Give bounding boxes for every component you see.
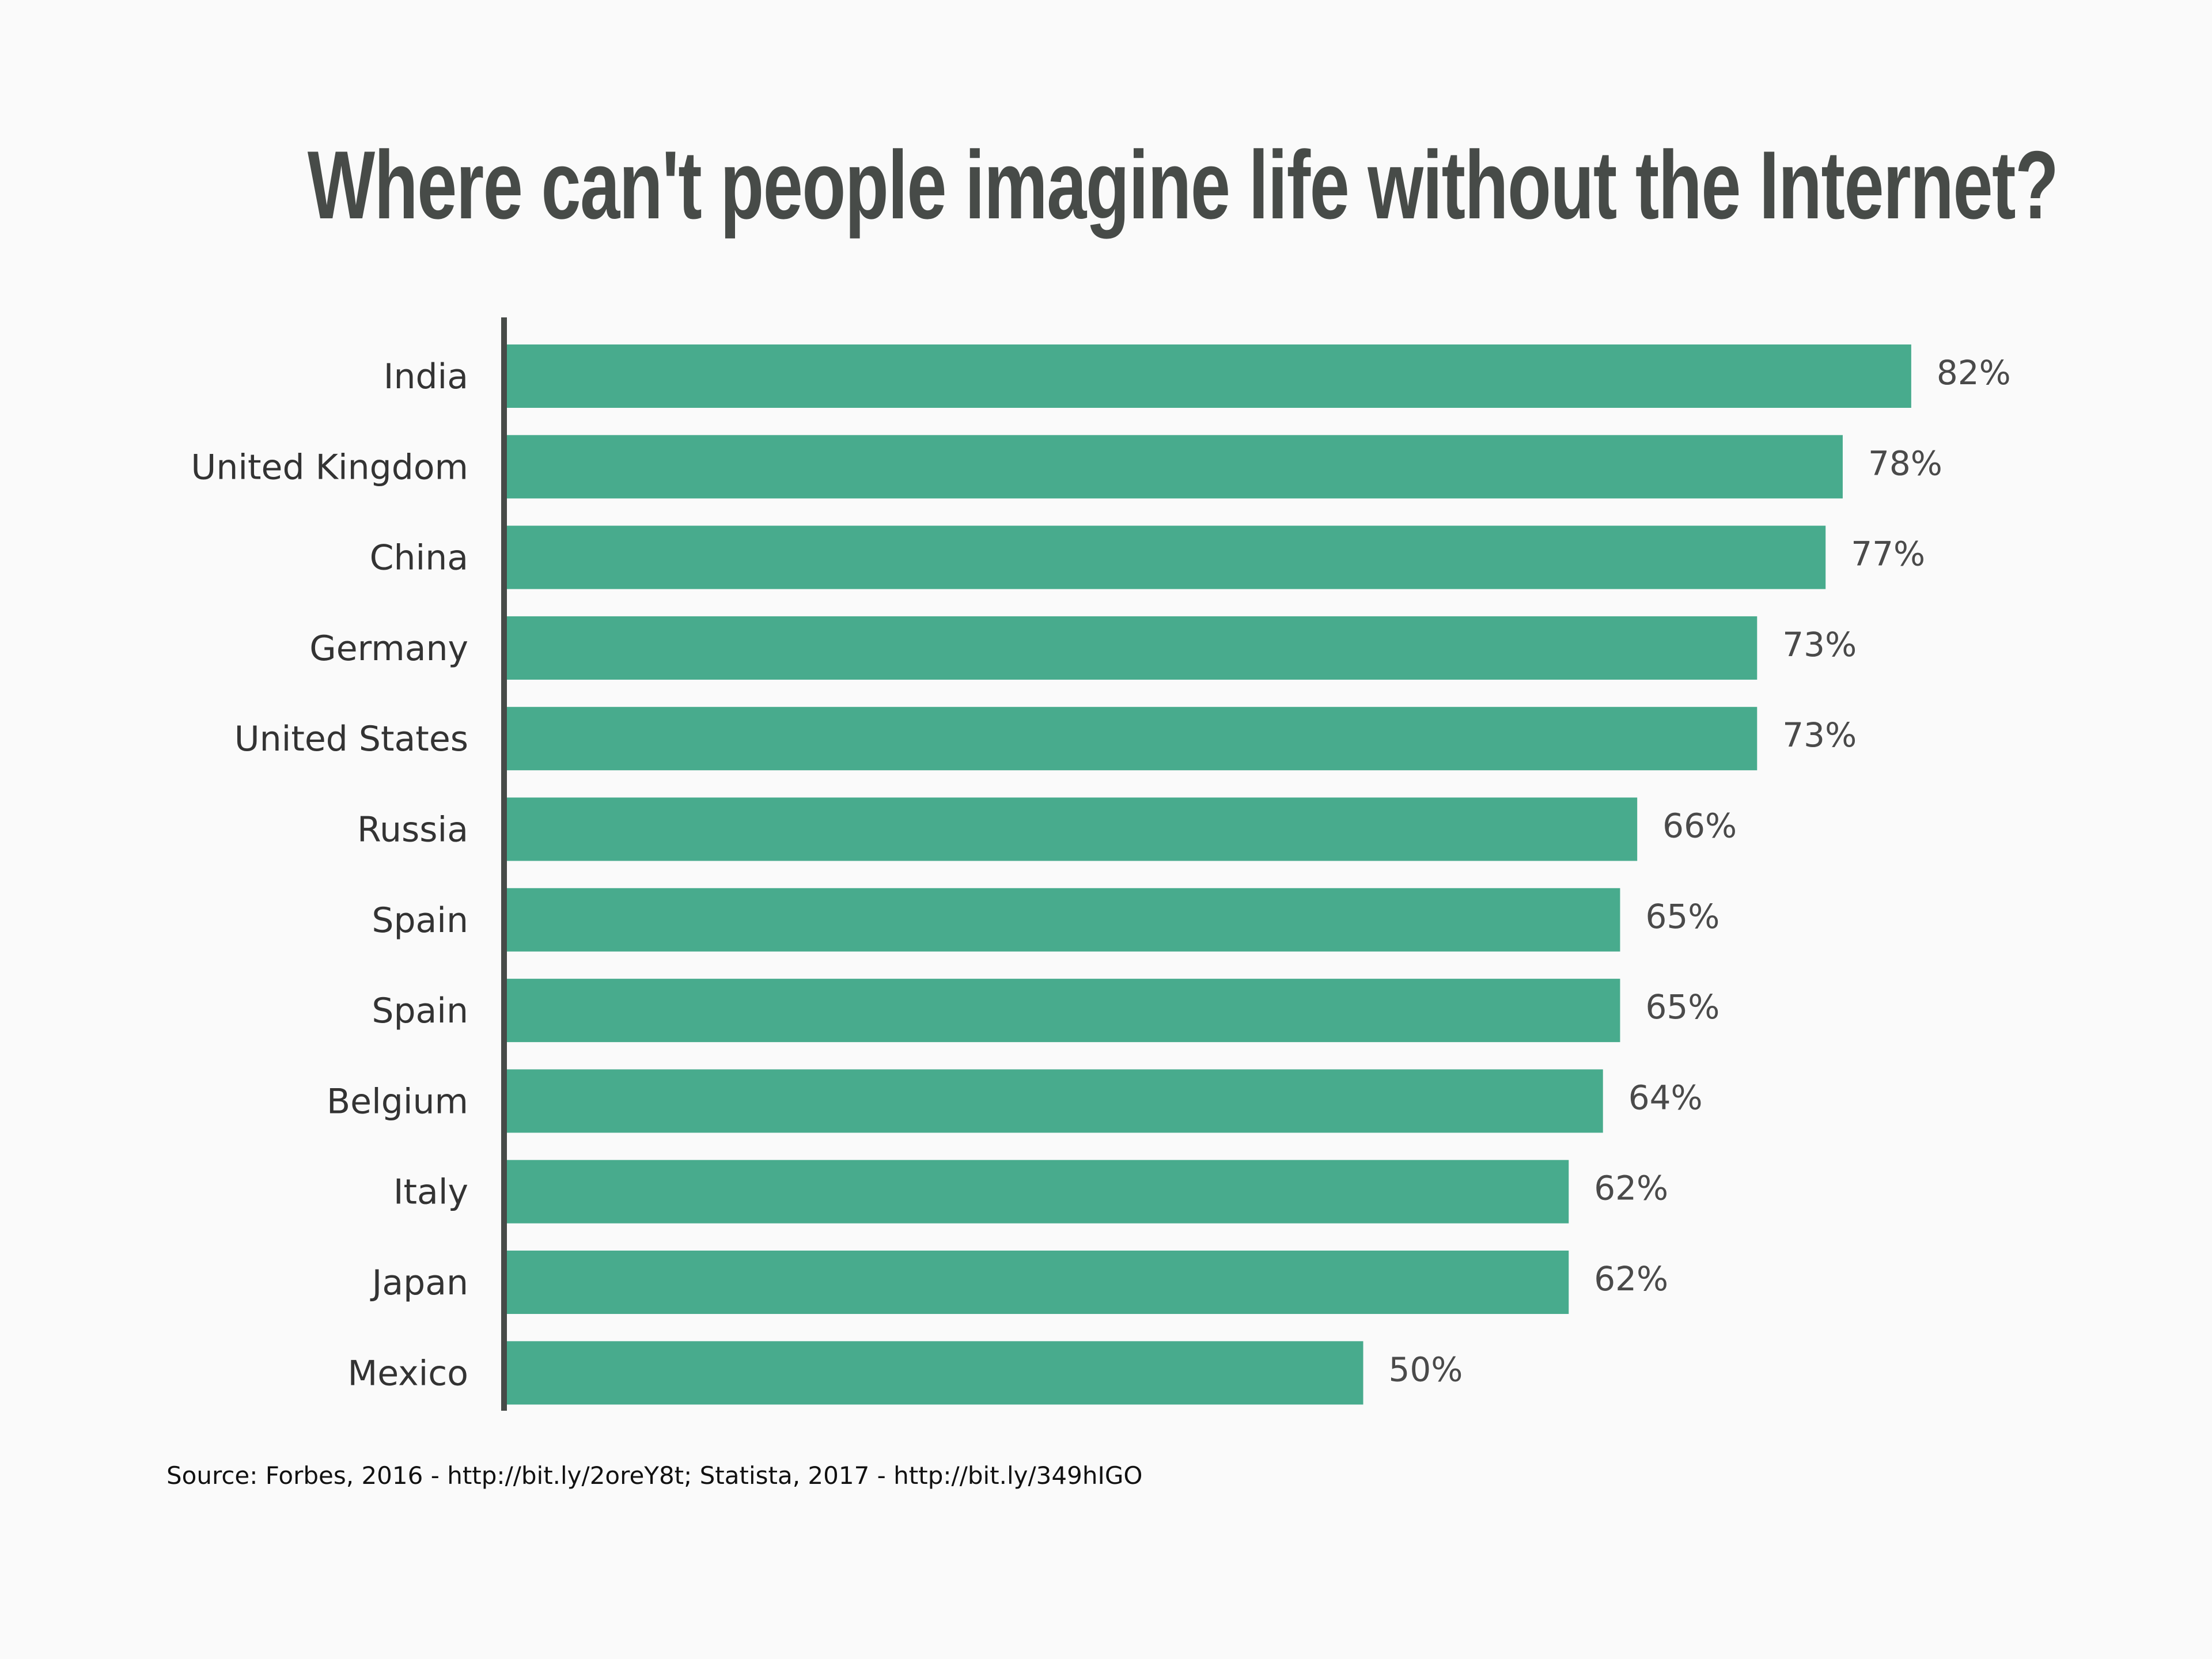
y-axis-line bbox=[501, 317, 507, 1411]
category-label: Belgium bbox=[327, 1081, 468, 1122]
category-label: United Kingdom bbox=[191, 447, 468, 487]
bar bbox=[507, 525, 1826, 589]
bar bbox=[507, 616, 1758, 680]
category-label: United States bbox=[234, 719, 468, 759]
data-label: 78% bbox=[1868, 444, 1942, 483]
bar bbox=[507, 435, 1843, 499]
bar bbox=[507, 707, 1758, 771]
category-label: Mexico bbox=[347, 1353, 468, 1393]
data-label: 62% bbox=[1594, 1259, 1668, 1298]
data-label: 50% bbox=[1389, 1350, 1463, 1389]
chart-title: Where can't people imagine life without … bbox=[307, 131, 2059, 239]
data-label: 64% bbox=[1628, 1078, 1703, 1117]
bar bbox=[507, 797, 1638, 861]
category-label: Germany bbox=[309, 628, 468, 669]
category-label: China bbox=[370, 538, 468, 578]
bar bbox=[507, 979, 1620, 1043]
bar bbox=[507, 888, 1620, 952]
data-label: 62% bbox=[1594, 1169, 1668, 1208]
category-label: India bbox=[384, 357, 468, 397]
category-label: Russia bbox=[357, 810, 468, 850]
bar bbox=[507, 344, 1911, 408]
data-label: 82% bbox=[1937, 353, 2011, 392]
data-label: 73% bbox=[1782, 625, 1857, 664]
source-note: Source: Forbes, 2016 - http://bit.ly/2or… bbox=[166, 1461, 1143, 1490]
category-label: Spain bbox=[372, 991, 468, 1031]
bar bbox=[507, 1069, 1603, 1133]
bar bbox=[507, 1341, 1363, 1405]
category-label: Japan bbox=[370, 1263, 468, 1303]
category-label: Italy bbox=[393, 1172, 468, 1213]
data-label: 66% bbox=[1662, 806, 1737, 846]
category-label: Spain bbox=[372, 900, 468, 941]
bar bbox=[507, 1251, 1569, 1314]
data-label: 65% bbox=[1645, 987, 1719, 1027]
bar bbox=[507, 1160, 1569, 1224]
data-label: 65% bbox=[1645, 897, 1719, 936]
data-label: 73% bbox=[1782, 715, 1857, 755]
data-label: 77% bbox=[1851, 535, 1925, 574]
